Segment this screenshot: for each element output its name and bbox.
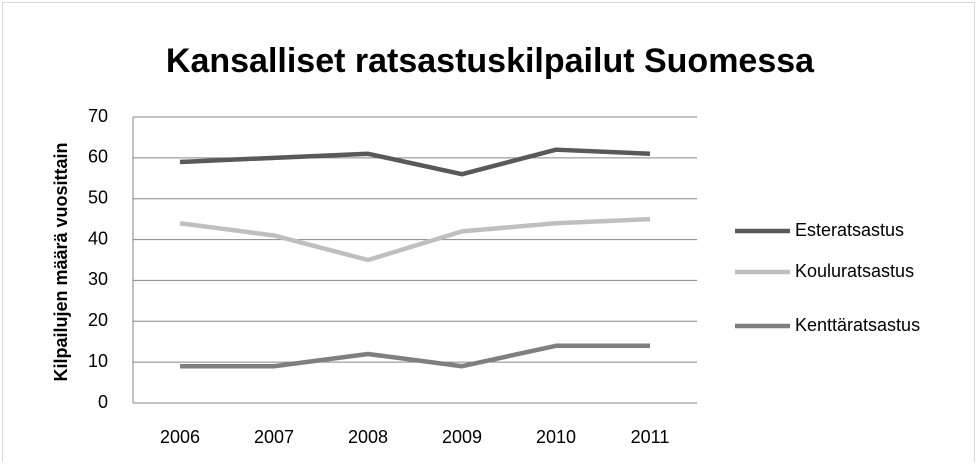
y-tick-label: 60: [88, 147, 108, 167]
chart-title: Kansalliset ratsastuskilpailut Suomessa: [166, 42, 815, 80]
y-tick-label: 70: [88, 106, 108, 126]
y-tick-label: 40: [88, 228, 108, 248]
legend-label: Esteratsastus: [795, 220, 904, 240]
line-series: [179, 147, 651, 177]
y-tick-label: 30: [88, 269, 108, 289]
x-tick-label: 2008: [348, 427, 388, 447]
y-axis-label: Kilpailujen määrä vuosittain: [51, 142, 71, 381]
y-tick-label: 0: [98, 392, 108, 412]
x-tick-label: 2009: [442, 427, 482, 447]
x-tick-label: 2011: [631, 427, 670, 447]
x-tick-label: 2006: [160, 427, 200, 447]
y-tick-label: 20: [88, 310, 108, 330]
x-tick-label: 2010: [536, 427, 576, 447]
y-tick-label: 10: [88, 351, 108, 371]
x-tick-label: 2007: [254, 427, 294, 447]
line-series: [180, 343, 650, 369]
legend-label: Kenttäratsastus: [795, 315, 920, 335]
legend-label: Kouluratsastus: [795, 261, 914, 281]
line-series: [179, 216, 651, 263]
y-tick-label: 50: [88, 187, 108, 207]
